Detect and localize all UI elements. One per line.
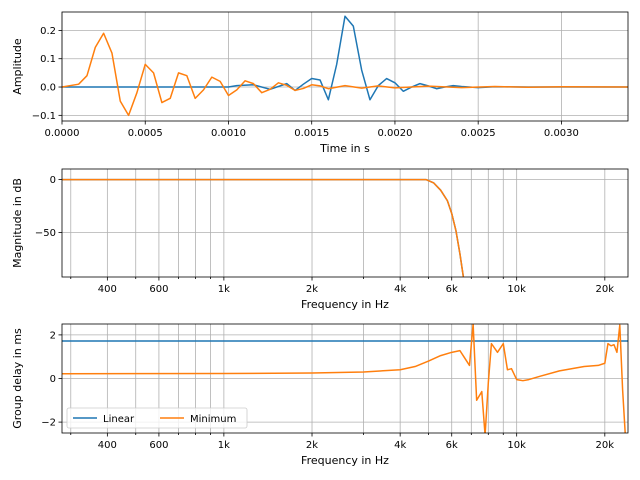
x-tick-label: 2k	[306, 284, 318, 295]
x-tick-label: 1k	[218, 284, 230, 295]
y-tick-label: 0.1	[40, 54, 56, 65]
series-line-linear	[62, 178, 465, 277]
y-tick-label: 0	[50, 374, 56, 385]
x-tick-label: 6k	[446, 284, 458, 295]
x-axis-label: Frequency in Hz	[301, 454, 389, 467]
x-tick-label: 4k	[394, 284, 406, 295]
series-line-linear	[62, 15, 628, 101]
y-tick-label: 0.2	[40, 26, 56, 37]
y-tick-label: −50	[35, 228, 56, 239]
x-tick-label: 2k	[306, 440, 318, 451]
x-tick-label: 10k	[507, 440, 526, 451]
legend-label-minimum: Minimum	[190, 414, 236, 425]
x-tick-label: 20k	[596, 284, 615, 295]
x-tick-label: 0.0015	[294, 128, 329, 139]
x-tick-label: 400	[98, 440, 117, 451]
x-axis-label: Frequency in Hz	[301, 298, 389, 311]
x-tick-label: 10k	[507, 284, 526, 295]
y-tick-label: 0.0	[40, 83, 56, 94]
plot-frame	[61, 11, 629, 122]
y-tick-label: 2	[50, 330, 56, 341]
x-tick-label: 0.0000	[45, 128, 80, 139]
plot-frame	[61, 323, 629, 434]
x-tick-label: 600	[149, 440, 168, 451]
x-tick-label: 0.0005	[128, 128, 163, 139]
x-tick-label: 0.0010	[211, 128, 246, 139]
x-tick-label: 0.0025	[461, 128, 496, 139]
y-axis-label: Magnitude in dB	[11, 178, 24, 268]
series-line-minimum	[62, 32, 628, 117]
y-tick-label: 0	[50, 175, 56, 186]
plot-frame	[61, 168, 629, 278]
y-tick-label: −2	[41, 418, 56, 429]
series-line-minimum	[62, 324, 626, 433]
time-domain-panel: 0.0000 0.0005 0.0010 0.0015 0.0020 0.0025 0.00…	[11, 11, 629, 155]
x-tick-label: 6k	[446, 440, 458, 451]
legend: Linear Minimum	[66, 407, 248, 429]
x-tick-label: 600	[149, 284, 168, 295]
y-axis-label: Group delay in ms	[11, 328, 24, 429]
x-axis-label: Time in s	[319, 142, 370, 155]
x-tick-label: 0.0020	[377, 128, 412, 139]
legend-box	[66, 407, 248, 429]
y-tick-label: −0.1	[32, 111, 56, 122]
magnitude-panel: 400 600 1k 2k 4k 6k 10k 20k −50 0 Frequency in Hz M…	[11, 168, 629, 311]
x-tick-label: 400	[98, 284, 117, 295]
series-line-minimum	[62, 178, 465, 277]
group-delay-panel: 400 600 1k 2k 4k 6k 10k 20k −2 0 2 Frequency in Hz G…	[11, 323, 629, 467]
x-tick-label: 4k	[394, 440, 406, 451]
y-axis-label: Amplitude	[11, 38, 24, 95]
x-tick-label: 20k	[596, 440, 615, 451]
legend-label-linear: Linear	[103, 414, 135, 425]
x-tick-label: 0.0030	[544, 128, 579, 139]
x-tick-label: 1k	[218, 440, 230, 451]
